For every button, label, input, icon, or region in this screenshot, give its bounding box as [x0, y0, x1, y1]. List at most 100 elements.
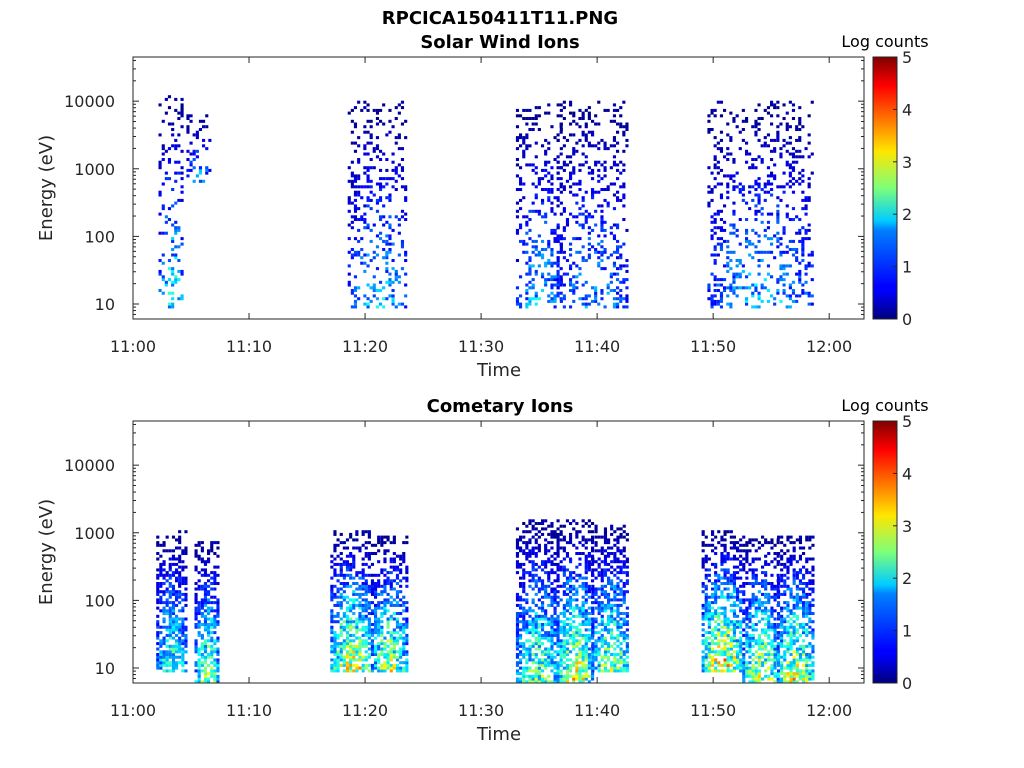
spectrogram-cell	[194, 595, 198, 599]
spectrogram-cell	[372, 166, 376, 170]
spectrogram-cell	[553, 592, 557, 596]
spectrogram-cell	[622, 631, 626, 635]
spectrogram-cell	[541, 272, 545, 276]
spectrogram-cell	[207, 663, 211, 667]
spectrogram-cell	[400, 209, 405, 213]
spectrogram-cell	[556, 677, 560, 681]
spectrogram-cell	[591, 631, 595, 635]
spectrogram-cell	[807, 177, 811, 181]
spectrogram-cell	[178, 592, 182, 596]
spectrogram-cell	[625, 299, 629, 303]
spectrogram-cell	[400, 185, 405, 189]
spectrogram-cell	[600, 614, 604, 618]
spectrogram-cell	[216, 601, 220, 605]
spectrogram-cell	[389, 647, 393, 651]
spectrogram-cell	[550, 299, 554, 303]
spectrogram-cell	[537, 234, 541, 238]
spectrogram-cell	[203, 647, 208, 651]
spectrogram-cell	[719, 237, 724, 241]
spectrogram-cell	[203, 592, 208, 596]
spectrogram-cell	[556, 680, 560, 683]
spectrogram-cell	[745, 663, 749, 667]
spectrogram-cell	[710, 128, 714, 132]
spectrogram-cell	[720, 557, 724, 561]
spectrogram-cell	[569, 579, 573, 583]
spectrogram-cell	[158, 269, 162, 273]
spectrogram-cell	[528, 584, 532, 588]
spectrogram-cell	[374, 582, 378, 586]
spectrogram-cell	[779, 237, 783, 241]
spectrogram-cell	[569, 174, 573, 178]
spectrogram-cell	[405, 669, 409, 673]
spectrogram-cell	[553, 628, 557, 632]
spectrogram-cell	[612, 264, 617, 268]
spectrogram-cell	[402, 552, 406, 556]
spectrogram-cell	[389, 636, 393, 640]
spectrogram-cell	[534, 297, 538, 301]
spectrogram-cell	[353, 286, 358, 290]
spectrogram-cell	[391, 228, 395, 232]
spectrogram-cell	[171, 128, 175, 132]
spectrogram-cell	[350, 289, 354, 293]
spectrogram-cell	[773, 617, 777, 621]
spectrogram-cell	[519, 166, 523, 170]
spectrogram-cell	[600, 209, 604, 213]
spectrogram-cell	[619, 549, 623, 553]
spectrogram-cell	[754, 606, 758, 610]
spectrogram-cell	[366, 130, 370, 134]
spectrogram-cell	[710, 294, 714, 298]
spectrogram-cell	[171, 269, 175, 273]
spectrogram-cell	[578, 612, 582, 616]
spectrogram-cell	[711, 562, 715, 566]
spectrogram-cell	[717, 530, 721, 534]
spectrogram-cell	[763, 144, 767, 148]
spectrogram-cell	[578, 653, 582, 657]
spectrogram-cell	[375, 289, 380, 293]
spectrogram-cell	[603, 248, 607, 252]
spectrogram-cell	[587, 538, 591, 542]
spectrogram-cell	[587, 519, 591, 523]
spectrogram-cell	[556, 661, 560, 665]
spectrogram-cell	[525, 631, 529, 635]
spectrogram-cell	[754, 158, 758, 162]
spectrogram-cell	[550, 644, 554, 648]
spectrogram-cell	[336, 655, 340, 659]
spectrogram-cell	[385, 250, 389, 254]
spectrogram-cell	[597, 264, 601, 268]
spectrogram-cell	[198, 168, 203, 172]
spectrogram-cell	[522, 598, 526, 602]
spectrogram-cell	[156, 658, 160, 662]
spectrogram-cell	[732, 576, 737, 580]
spectrogram-cell	[801, 125, 805, 129]
spectrogram-cell	[350, 226, 354, 230]
spectrogram-cell	[531, 625, 535, 629]
spectrogram-cell	[572, 168, 576, 172]
spectrogram-cell	[572, 636, 576, 640]
spectrogram-cell	[761, 592, 765, 596]
spectrogram-cell	[736, 661, 740, 665]
spectrogram-cell	[370, 584, 375, 588]
spectrogram-cell	[603, 554, 608, 558]
spectrogram-cell	[780, 666, 784, 670]
spectrogram-cell	[572, 639, 576, 643]
spectrogram-cell	[391, 289, 395, 293]
spectrogram-cell	[807, 223, 811, 227]
spectrogram-cell	[367, 620, 371, 624]
spectrogram-cell	[751, 560, 755, 564]
spectrogram-cell	[766, 182, 771, 186]
spectrogram-cell	[575, 552, 579, 556]
spectrogram-cell	[171, 122, 175, 126]
spectrogram-cell	[597, 636, 601, 640]
spectrogram-cell	[352, 576, 356, 580]
spectrogram-cell	[550, 582, 554, 586]
spectrogram-cell	[613, 560, 617, 564]
spectrogram-cell	[547, 560, 551, 564]
spectrogram-cell	[704, 535, 708, 539]
spectrogram-cell	[174, 231, 178, 235]
spectrogram-cell	[565, 598, 570, 602]
spectrogram-cell	[364, 582, 368, 586]
spectrogram-cell	[559, 250, 563, 254]
spectrogram-cell	[364, 628, 368, 632]
spectrogram-cell	[565, 552, 570, 556]
spectrogram-cell	[184, 592, 188, 596]
